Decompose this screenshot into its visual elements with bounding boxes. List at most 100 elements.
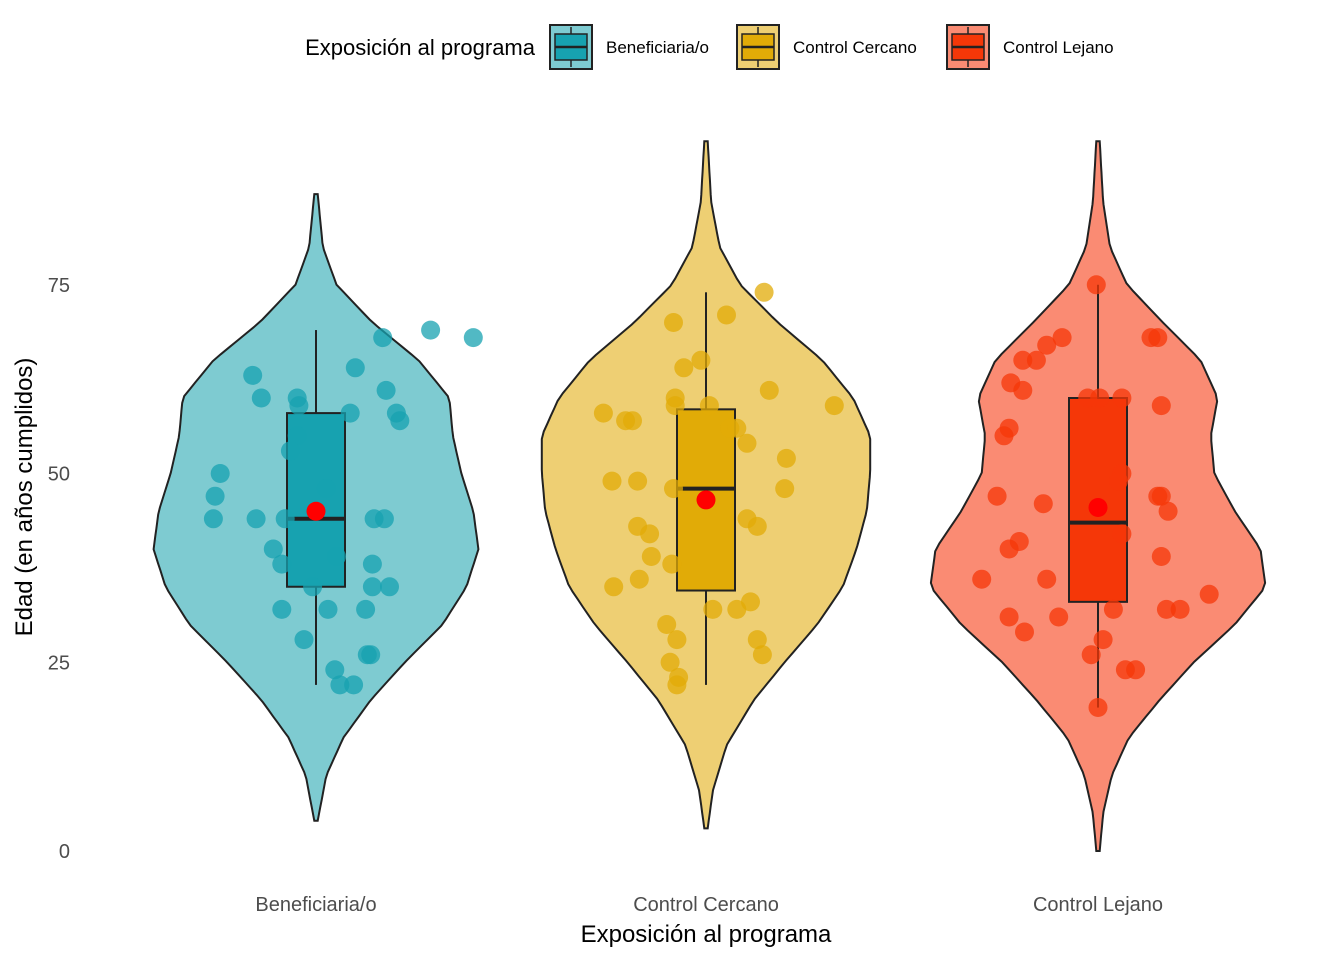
y-tick-label: 0 bbox=[59, 841, 70, 863]
data-point bbox=[356, 599, 376, 619]
data-point bbox=[1033, 494, 1053, 514]
data-point bbox=[641, 547, 661, 566]
x-tick-label: Control Lejano bbox=[1033, 894, 1163, 916]
violin-group bbox=[152, 193, 483, 822]
data-point bbox=[374, 509, 394, 529]
data-point bbox=[263, 539, 283, 559]
y-axis: 0 25 50 75 bbox=[48, 275, 70, 863]
data-point bbox=[775, 479, 795, 499]
data-point bbox=[251, 388, 271, 408]
data-point bbox=[203, 509, 223, 529]
data-point bbox=[747, 630, 767, 650]
x-axis: Beneficiaria/o Control Cercano Control Lej… bbox=[255, 894, 1163, 916]
data-point bbox=[376, 380, 396, 400]
data-point bbox=[272, 554, 292, 574]
data-point bbox=[604, 577, 624, 597]
data-point bbox=[994, 426, 1014, 446]
data-point bbox=[280, 441, 300, 461]
data-point bbox=[1013, 350, 1033, 370]
data-point bbox=[674, 358, 694, 378]
data-point bbox=[294, 630, 314, 650]
data-point bbox=[664, 313, 683, 332]
data-point bbox=[1112, 524, 1132, 544]
data-point bbox=[1015, 622, 1034, 642]
data-point bbox=[1103, 599, 1123, 619]
data-point bbox=[717, 305, 736, 325]
data-point bbox=[1052, 328, 1072, 348]
data-point bbox=[1013, 380, 1033, 400]
violin-group bbox=[929, 140, 1267, 852]
data-point bbox=[210, 464, 230, 483]
data-point bbox=[1170, 599, 1190, 619]
data-point bbox=[362, 554, 382, 574]
mean-point bbox=[1088, 497, 1108, 517]
data-point bbox=[667, 675, 687, 695]
data-point bbox=[665, 396, 685, 416]
data-point bbox=[999, 607, 1019, 627]
data-point bbox=[275, 509, 295, 529]
data-point bbox=[373, 328, 393, 348]
data-point bbox=[289, 396, 309, 416]
mean-point bbox=[306, 501, 326, 521]
data-point bbox=[463, 328, 483, 348]
data-point bbox=[1088, 698, 1108, 717]
data-point bbox=[752, 645, 772, 665]
data-point bbox=[421, 320, 441, 340]
data-point bbox=[747, 516, 767, 536]
data-point bbox=[1086, 275, 1106, 295]
data-point bbox=[824, 396, 844, 416]
legend-items: Beneficiaria/o Control Cercano Control Lej… bbox=[549, 24, 1114, 70]
data-point bbox=[1199, 584, 1219, 604]
data-point bbox=[246, 509, 266, 529]
x-tick-label: Beneficiaria/o bbox=[255, 894, 376, 916]
data-point bbox=[629, 569, 649, 589]
data-point bbox=[593, 403, 613, 423]
data-point bbox=[243, 365, 263, 385]
data-point bbox=[628, 471, 648, 491]
data-point bbox=[667, 630, 687, 650]
data-point bbox=[1151, 396, 1171, 416]
data-point bbox=[272, 599, 292, 619]
data-point bbox=[287, 426, 307, 446]
data-point bbox=[318, 599, 338, 619]
data-point bbox=[691, 350, 711, 370]
data-point bbox=[1090, 388, 1110, 408]
data-point bbox=[1049, 607, 1069, 627]
data-point bbox=[205, 486, 225, 506]
data-point bbox=[325, 660, 345, 680]
data-point bbox=[1093, 630, 1113, 650]
data-point bbox=[1151, 547, 1171, 566]
x-axis-title: Exposición al programa bbox=[581, 921, 832, 948]
data-point bbox=[664, 479, 683, 499]
data-point bbox=[1158, 501, 1178, 521]
data-point bbox=[1037, 335, 1057, 355]
data-point bbox=[316, 479, 336, 499]
data-point bbox=[741, 592, 760, 612]
data-point bbox=[1026, 350, 1046, 370]
data-point bbox=[1112, 388, 1132, 408]
plot-area bbox=[152, 140, 1267, 852]
data-point bbox=[737, 433, 757, 453]
data-point bbox=[703, 599, 723, 619]
data-point bbox=[327, 547, 346, 566]
data-point bbox=[657, 615, 677, 634]
data-point bbox=[754, 282, 774, 302]
data-point bbox=[303, 577, 323, 597]
legend-label: Control Lejano bbox=[1003, 38, 1114, 57]
data-point bbox=[660, 652, 680, 672]
data-point bbox=[1126, 660, 1146, 680]
data-point bbox=[330, 675, 350, 695]
data-point bbox=[345, 358, 365, 378]
y-axis-title: Edad (en años cumplidos) bbox=[11, 358, 38, 637]
data-point bbox=[1156, 599, 1176, 619]
data-point bbox=[987, 486, 1007, 506]
data-point bbox=[390, 411, 410, 431]
data-point bbox=[380, 577, 399, 597]
legend-item: Beneficiaria/o bbox=[549, 24, 709, 70]
data-point bbox=[640, 524, 660, 544]
data-point bbox=[362, 577, 382, 597]
data-point bbox=[759, 380, 779, 400]
violin-group bbox=[540, 140, 872, 830]
data-point bbox=[662, 554, 682, 574]
